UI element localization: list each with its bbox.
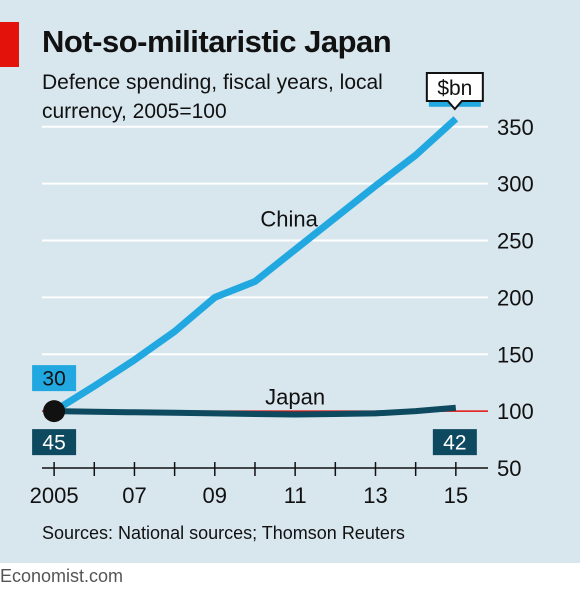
start-point-marker [43, 400, 66, 423]
x-tick-label-2005: 2005 [30, 483, 79, 508]
y-tick-label-150: 150 [497, 342, 534, 367]
japan-end-value-text: 42 [443, 432, 466, 455]
brand-credit: Economist.com [0, 566, 124, 586]
series-line-china [52, 116, 459, 415]
china-start-value-text: 30 [42, 368, 65, 391]
x-tick-label-09: 09 [203, 483, 227, 508]
y-tick-label-300: 300 [497, 172, 534, 197]
brand-red-tab [0, 22, 19, 67]
series-name-japan: Japan [265, 385, 325, 410]
line-chart: 2005 07 09 11 13 15 50 100 150 200 250 300 350 Chin… [30, 72, 534, 508]
value-labels: 304514042$bn [32, 72, 484, 456]
x-tick-label-11: 11 [284, 483, 307, 508]
unit-callout: $bn [425, 72, 484, 111]
x-tick-label-07: 07 [122, 483, 146, 508]
series-names: China Japan [260, 207, 325, 410]
x-tick-label-13: 13 [363, 483, 387, 508]
japan-end-value: 42 [432, 429, 477, 456]
y-tick-label-350: 350 [497, 115, 534, 140]
y-tick-label-50: 50 [497, 456, 521, 481]
series-lines [43, 116, 459, 423]
y-tick-label-250: 250 [497, 229, 534, 254]
chart-title: Not-so-militaristic Japan [42, 24, 392, 59]
china-start-value: 30 [32, 365, 77, 392]
x-axis: 2005 07 09 11 13 15 [30, 462, 488, 508]
japan-start-value: 45 [32, 429, 77, 456]
source-note: Sources: National sources; Thomson Reute… [42, 523, 405, 543]
japan-start-value-box [32, 429, 77, 456]
chart-subtitle: Defence spending, fiscal years, local cu… [42, 71, 383, 123]
china-start-value-box [32, 365, 77, 392]
y-tick-label-100: 100 [497, 399, 534, 424]
series-name-china: China [260, 207, 318, 232]
unit-callout-box [425, 72, 484, 111]
series-line-japan [54, 404, 457, 418]
japan-end-value-box [432, 429, 477, 456]
x-tick-label-15: 15 [444, 483, 468, 508]
gridlines [42, 125, 488, 356]
unit-callout-text: $bn [437, 77, 472, 100]
y-axis-tick-labels: 50 100 150 200 250 300 350 [497, 115, 534, 481]
y-tick-label-200: 200 [497, 285, 534, 310]
japan-start-value-text: 45 [42, 432, 65, 455]
